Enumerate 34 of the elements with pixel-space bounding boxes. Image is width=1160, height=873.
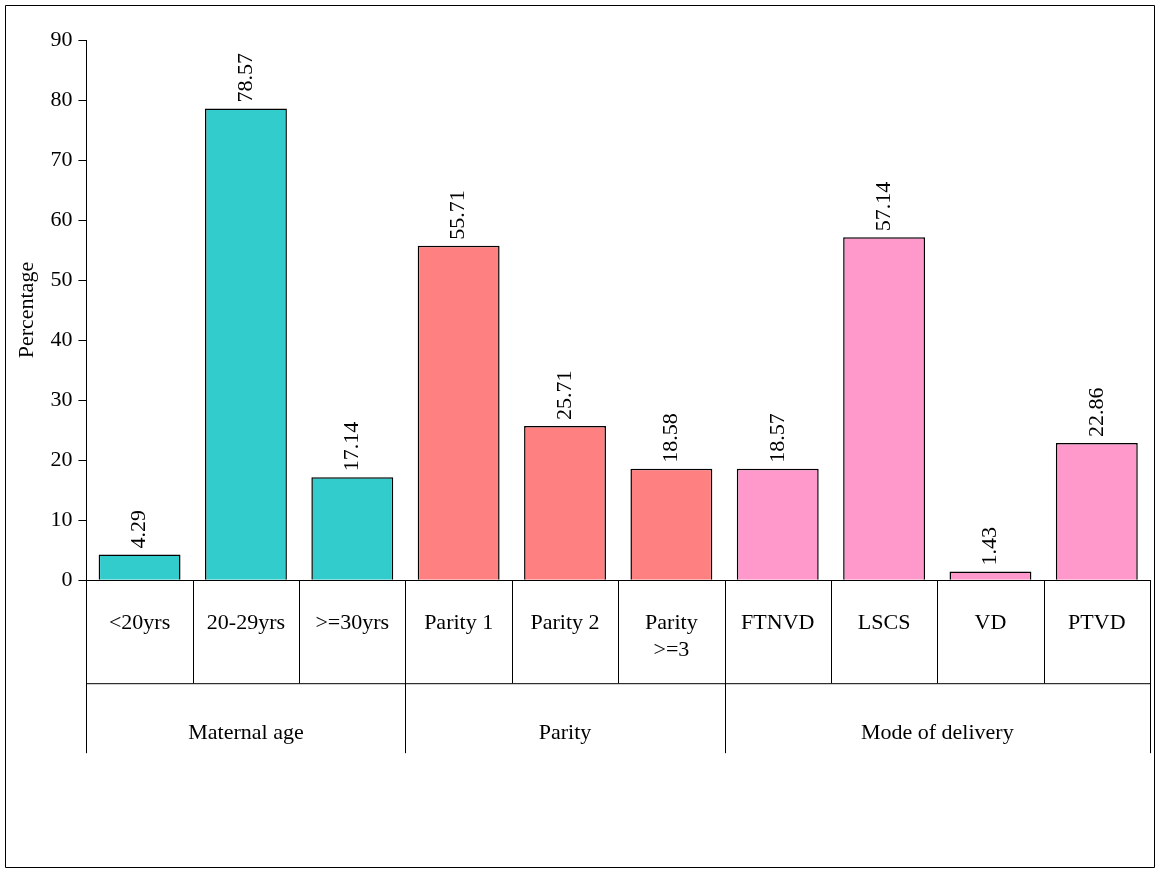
y-tick-label: 30 [50,385,73,411]
data-label: 25.71 [550,370,576,420]
y-tick-label: 20 [50,445,73,471]
x-tick-label: 20-29yrs [206,609,286,635]
data-label: 17.14 [338,421,364,472]
y-tick-label: 50 [50,265,73,291]
data-label: 1.43 [976,527,1002,566]
x-tick-label: <20yrs [108,609,171,635]
y-tick-label: 40 [50,325,73,351]
x-tick-label: PTVD [1068,609,1126,635]
y-axis-title: Percentage [12,261,38,359]
y-tick-label: 10 [50,505,73,531]
x-tick-label: VD [974,609,1007,635]
x-tick-label: Parity 1 [424,609,494,635]
data-label: 4.29 [125,509,151,549]
data-label: 57.14 [869,181,895,232]
x-tick-label: FTNVD [741,609,815,635]
data-label: 78.57 [231,53,257,103]
x-tick-label: Parity >=3 [645,609,698,661]
text: Mode of delivery [860,718,1014,744]
x-tick-label: LSCS [857,609,911,635]
data-label: 55.71 [444,190,470,240]
text: Parity [538,718,592,744]
y-tick-label: 60 [50,205,73,231]
data-label: 22.86 [1082,387,1108,437]
x-tick-label: >=30yrs [315,609,390,635]
y-tick-label: 70 [50,145,73,171]
data-label: 18.57 [763,413,789,463]
text: Maternal age [188,718,304,744]
x-tick-label: Parity 2 [530,609,600,635]
data-label: 18.58 [657,413,683,463]
y-tick-label: 0 [61,565,73,591]
y-tick-label: 80 [50,85,73,111]
y-tick-label: 90 [50,25,73,51]
